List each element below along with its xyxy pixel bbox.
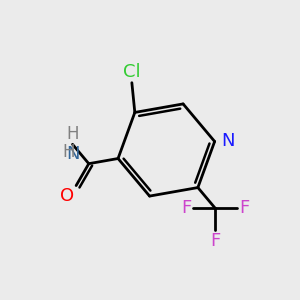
Text: N: N — [66, 145, 79, 163]
Text: F: F — [181, 199, 191, 217]
Text: Cl: Cl — [123, 63, 141, 81]
Text: F: F — [239, 199, 249, 217]
Text: H: H — [63, 143, 75, 161]
Text: O: O — [60, 187, 74, 205]
Text: H: H — [66, 125, 79, 143]
Text: N: N — [221, 133, 235, 151]
Text: F: F — [210, 232, 220, 250]
